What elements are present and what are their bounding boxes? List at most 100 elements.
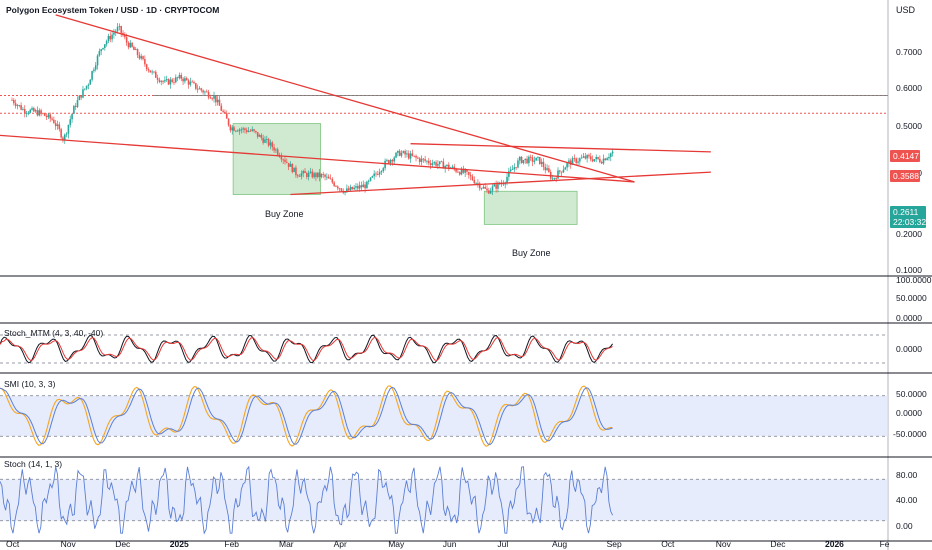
candle-body (435, 162, 437, 166)
candle-body (440, 161, 443, 163)
candle-body (134, 49, 137, 50)
candle-body (282, 159, 284, 161)
candle-body (67, 124, 70, 134)
horizontal-levels (0, 95, 888, 114)
trendlines[interactable] (0, 14, 711, 196)
time-axis[interactable]: Oct Nov Dec 2025 Feb Mar Apr May Jun Jul Aug Sep Oct… (6, 539, 890, 549)
buy-zone-label: Buy Zone (512, 248, 551, 258)
candle-body (557, 170, 559, 179)
candle-body (142, 56, 144, 60)
candle-body (371, 176, 374, 178)
price-tick: 0.2000 (896, 229, 922, 239)
candle-body (93, 69, 95, 72)
candle-body (324, 174, 326, 177)
candle-body (406, 153, 408, 155)
candle-body (333, 182, 335, 186)
candle-body (109, 35, 112, 40)
candle-body (346, 188, 348, 192)
level-tag-0.3588: 0.3588 (890, 170, 920, 182)
candle-body (225, 113, 228, 119)
candle-body (559, 170, 561, 172)
candle-body (535, 157, 537, 161)
candle-body (309, 171, 312, 173)
candle-body (89, 79, 92, 85)
buy-zone-label: Buy Zone (265, 209, 304, 219)
candle-body (167, 79, 170, 85)
candle-body (604, 158, 607, 161)
candle-body (542, 161, 545, 168)
candle-body (326, 176, 328, 178)
candle-body (54, 123, 57, 127)
price-tick: 0.7000 (896, 47, 922, 57)
candle-body (36, 110, 39, 116)
candle-body (360, 185, 363, 188)
mtm-signal-line (0, 336, 613, 362)
stoch-mtm-title: Stoch_MTM (4, 3, 40, -40) (4, 328, 103, 338)
buy-zone-box (232, 123, 321, 195)
candle-body (84, 88, 86, 90)
candle-body (138, 55, 141, 59)
buy-zone-box (483, 190, 578, 225)
candle-body (524, 158, 527, 160)
stoch-tick: 80.00 (896, 470, 918, 480)
candle-body (276, 149, 279, 155)
candle-body (384, 160, 386, 169)
candle-body (426, 160, 428, 162)
candle-body (256, 132, 259, 137)
candle-body (193, 82, 195, 84)
stoch-pane (0, 465, 888, 535)
candle-body (80, 95, 82, 98)
time-tick: Nov (61, 539, 77, 549)
candle-body (20, 105, 22, 110)
svg-text:0.3588: 0.3588 (893, 171, 919, 181)
time-tick: Dec (115, 539, 131, 549)
candle-body (111, 34, 113, 40)
candle-body (316, 172, 319, 178)
candle-body (327, 176, 330, 179)
candle-body (466, 169, 468, 172)
candle-body (202, 90, 204, 93)
candle-body (393, 157, 395, 162)
bar-countdown: 22:03:32 (893, 217, 926, 227)
candle-body (437, 164, 439, 166)
candle-body (255, 130, 257, 133)
candle-body (366, 181, 368, 189)
candle-body (198, 88, 201, 90)
candle-body (508, 171, 510, 177)
candle-body (307, 172, 310, 177)
candle-body (407, 153, 410, 159)
time-tick: Nov (716, 539, 732, 549)
candle-body (482, 187, 485, 189)
candle-body (511, 169, 514, 171)
candle-body (33, 108, 35, 112)
candle-body (258, 135, 261, 137)
candle-body (335, 185, 337, 187)
price-tick: 0.1000 (896, 265, 922, 275)
candle-body (253, 129, 255, 131)
candle-body (395, 152, 397, 158)
candle-body (273, 147, 275, 151)
candle-body (18, 105, 21, 106)
candle-body (227, 118, 230, 126)
candle-body (267, 139, 270, 146)
candle-body (147, 69, 150, 71)
stoch-tick: 40.00 (896, 495, 918, 505)
candle-body (580, 157, 583, 159)
candle-body (515, 167, 517, 169)
time-tick: 2025 (170, 539, 189, 549)
candle-body (582, 156, 585, 158)
candle-body (216, 99, 219, 103)
candle-body (51, 118, 53, 120)
candle-body (562, 169, 565, 173)
candle-body (424, 159, 426, 161)
candle-body (486, 188, 488, 191)
candle-body (378, 172, 381, 175)
candle-body (164, 80, 166, 82)
candle-body (53, 119, 55, 124)
candle-body (40, 110, 42, 114)
pane2-tick: 0.0000 (896, 313, 922, 323)
candle-body (506, 176, 508, 183)
candle-body (609, 153, 612, 157)
candle-body (291, 163, 294, 173)
